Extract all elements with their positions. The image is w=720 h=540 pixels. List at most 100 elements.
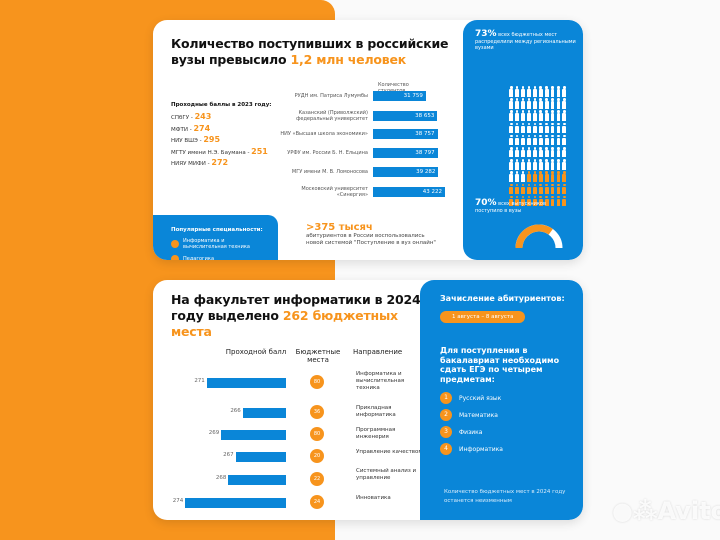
bullet-icon <box>171 240 179 248</box>
person-icon <box>556 98 561 109</box>
person-icon <box>521 134 526 146</box>
table-row: 271 80 Информатика и вычислительная техник… <box>153 371 423 393</box>
person-icon <box>509 183 514 195</box>
stat2-text: всех выпускников поступило в вузы <box>475 201 546 214</box>
person-icon <box>538 98 543 109</box>
table-row: 269 80 Программная инженерия <box>153 425 423 445</box>
person-icon <box>544 110 549 121</box>
person-icon <box>515 122 520 134</box>
university-row: МГУ имени М. В. Ломоносова 39 282 <box>273 167 439 177</box>
person-icon <box>556 183 561 195</box>
person-icon <box>521 122 526 134</box>
person-icon <box>521 86 526 97</box>
person-icon <box>509 86 514 97</box>
person-icon <box>538 86 543 97</box>
number-badge: 1 <box>440 392 452 404</box>
person-icon <box>521 195 526 207</box>
person-icon <box>521 110 526 121</box>
person-icon <box>527 146 532 158</box>
person-icon <box>532 98 538 109</box>
person-icon <box>515 183 520 195</box>
students-bar: 39 282 <box>373 167 439 177</box>
person-icon <box>538 195 543 207</box>
applicants-stat: >375 тысяч абитуриентов в России восполь… <box>306 222 436 246</box>
university-name: МГУ имени М. В. Ломоносова <box>291 169 368 175</box>
person-icon <box>527 171 532 182</box>
score-bar <box>185 498 286 508</box>
person-icon <box>515 159 520 170</box>
col-seats: Бюджетные места <box>295 348 341 364</box>
students-bar: 31 759 <box>373 91 426 101</box>
score-bar <box>242 408 286 418</box>
bullet-icon <box>171 255 179 260</box>
exam-heading: Для поступления в бакалавриат необходимо… <box>440 346 560 384</box>
informatics-card: На факультет информатики в 2024 году выд… <box>153 280 583 520</box>
enroll-dates-badge: 1 августа – 8 августа <box>440 311 526 323</box>
col-score: Проходной балл <box>225 348 287 356</box>
university-name: Казанский (Приволжский) федеральный унив… <box>296 110 368 122</box>
score-value: 267 <box>223 452 234 458</box>
passing-scores: Проходные баллы в 2023 году: СПбГУ - 243… <box>171 102 272 170</box>
score-row: МГТУ имени Н.Э. Баумана - 251 <box>171 146 268 156</box>
table-row: 268 22 Системный анализ и управление <box>153 468 423 490</box>
person-icon <box>538 146 543 158</box>
table-row: 267 20 Управление качеством <box>153 447 423 467</box>
card-title: Количество поступивших в российские вузы… <box>171 36 449 67</box>
person-icon <box>562 122 567 134</box>
avito-watermark: ●⁂Avito <box>612 497 720 525</box>
person-icon <box>544 98 549 109</box>
person-icon <box>509 98 514 109</box>
person-icon <box>532 86 538 97</box>
university-row: УРФУ им. России Б. Н. Ельцина 38 797 <box>273 148 438 158</box>
person-icon <box>527 134 532 146</box>
person-icon <box>550 159 555 170</box>
person-icon <box>538 159 543 170</box>
person-icon <box>544 171 549 182</box>
specialty-item: Информатика и вычислительная техника <box>171 238 278 250</box>
applicants-number: >375 тысяч <box>306 222 373 233</box>
popular-heading: Популярные специальности: <box>171 227 263 233</box>
person-icon <box>521 171 526 182</box>
person-icon <box>556 195 561 207</box>
person-icon <box>521 98 526 109</box>
direction-name: Инноватика <box>356 495 391 501</box>
score-value: 274 <box>172 498 184 504</box>
score-value: 271 <box>194 378 205 384</box>
person-icon <box>550 98 555 109</box>
person-icon <box>532 110 538 121</box>
person-icon <box>550 122 555 134</box>
students-bar: 38 757 <box>373 129 438 139</box>
person-icon <box>556 159 561 170</box>
graduates-gauge <box>515 224 563 249</box>
person-icon <box>556 146 561 158</box>
person-icon <box>509 146 514 158</box>
stat1-pct: 73% <box>475 29 497 39</box>
person-icon <box>550 195 555 207</box>
seats-badge: 80 <box>310 427 324 441</box>
person-icon <box>562 195 567 207</box>
scores-heading: Проходные баллы в 2023 году: <box>171 102 272 108</box>
person-icon <box>562 110 567 121</box>
score-value: 266 <box>230 408 241 414</box>
score-bar <box>235 452 286 462</box>
university-row: НИУ «Высшая школа экономики» 38 757 <box>273 129 438 139</box>
person-icon <box>562 183 567 195</box>
score-bar <box>221 430 286 440</box>
score-row: СПбГУ - 243 <box>171 112 212 121</box>
person-icon <box>562 98 567 109</box>
person-icon <box>527 195 532 207</box>
person-icon <box>509 195 514 207</box>
person-icon <box>544 122 549 134</box>
university-name: Московский университет «Синергия» <box>301 186 368 198</box>
stat2-pct: 70% <box>475 198 497 208</box>
person-icon <box>544 183 549 195</box>
person-icon <box>550 183 555 195</box>
specialty-item: Педагогика <box>171 255 278 260</box>
person-icon <box>527 122 532 134</box>
direction-name: Информатика и вычислительная техника <box>356 371 405 391</box>
person-icon <box>556 122 561 134</box>
person-icon <box>562 146 567 158</box>
person-icon <box>538 171 543 182</box>
score-bar <box>228 475 286 485</box>
person-icon <box>527 183 532 195</box>
